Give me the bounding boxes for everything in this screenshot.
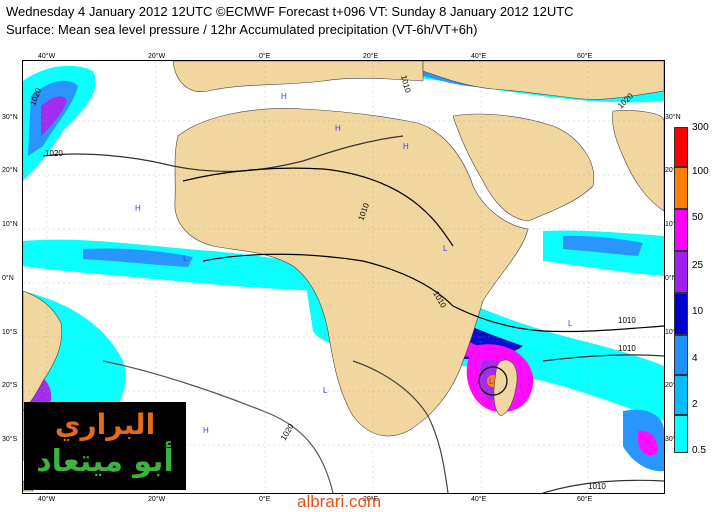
lat-tick-right: 20°N: [665, 167, 681, 174]
lat-tick-right: 10°N: [665, 221, 681, 228]
legend-swatch: [674, 167, 688, 209]
lon-tick-top: 20°W: [148, 53, 166, 60]
isobar-1010-south: [352, 360, 449, 493]
low-marker: L: [323, 386, 328, 395]
lon-tick-bottom: 60°E: [577, 496, 593, 503]
lat-tick-right: 30°S: [665, 436, 681, 443]
lat-tick-left: 0°N: [2, 275, 14, 282]
precip-se-corner-peak: [638, 430, 658, 456]
lon-tick-bottom: 0°E: [259, 496, 271, 503]
lon-tick-bottom: 40°W: [38, 496, 56, 503]
low-marker: L: [489, 377, 494, 386]
isobar-1010-sahara: [182, 167, 454, 247]
isobar-value: 1010: [618, 344, 636, 353]
lon-tick-top: 40°W: [38, 53, 56, 60]
legend-label: 300: [692, 122, 709, 133]
precip-legend: [674, 127, 688, 453]
precip-indian-ocean-core: [563, 235, 643, 256]
legend-label: 50: [692, 212, 704, 223]
land-africa: [174, 108, 529, 437]
lat-tick-left: 30°N: [2, 114, 18, 121]
legend-swatch: [674, 335, 688, 375]
isobar-1010-east: [452, 305, 664, 333]
lat-tick-left: 10°S: [2, 329, 18, 336]
lat-tick-left: 20°N: [2, 167, 18, 174]
isobar-1010-se: [542, 354, 664, 362]
land-arabia: [452, 113, 595, 222]
land-layer: [23, 61, 664, 492]
isobar-low-ring: [478, 366, 508, 396]
lon-tick-top: 0°E: [259, 53, 271, 60]
lat-tick-right: 0°N: [665, 275, 677, 282]
legend-swatch: [674, 293, 688, 335]
forecast-title: Wednesday 4 January 2012 12UTC ©ECMWF Fo…: [6, 4, 574, 19]
isobar-1010-bottom: [542, 479, 664, 493]
forecast-subtitle: Surface: Mean sea level pressure / 12hr …: [6, 22, 478, 37]
isobar-value: 1010: [618, 316, 636, 325]
lat-tick-right: 10°S: [665, 329, 681, 336]
lat-tick-right: 20°S: [665, 382, 681, 389]
land-middle-east: [422, 61, 664, 100]
high-marker: H: [281, 92, 287, 101]
lon-tick-bottom: 40°E: [471, 496, 487, 503]
legend-label: 4: [692, 353, 698, 364]
legend-swatch: [674, 375, 688, 415]
site-url[interactable]: albrari.com: [297, 492, 382, 511]
high-marker: H: [403, 142, 409, 151]
legend-swatch: [674, 415, 688, 453]
lat-tick-right: 30°N: [665, 114, 681, 121]
low-marker: L: [568, 319, 573, 328]
lon-tick-top: 40°E: [471, 53, 487, 60]
logo-text-top: البراري: [54, 408, 156, 441]
legend-swatch: [674, 209, 688, 251]
lat-tick-left: 20°S: [2, 382, 18, 389]
isobar-value: 1020: [279, 422, 296, 442]
isobar-value: 1020: [45, 149, 63, 158]
low-marker: L: [443, 244, 448, 253]
albrari-logo: البراري أبو ميتعاد: [24, 402, 186, 490]
lon-tick-bottom: 20°W: [148, 496, 166, 503]
lat-tick-left: 30°S: [2, 436, 18, 443]
high-marker: H: [135, 204, 141, 213]
isobar-1020-south: [102, 360, 334, 493]
pressure-centers: H H H H H L L L L L: [135, 92, 573, 435]
isobar-layer: [42, 135, 664, 493]
lon-tick-bottom: 20°E: [363, 496, 379, 503]
legend-swatch: [674, 251, 688, 293]
land-india: [612, 110, 664, 212]
lon-tick-top: 60°E: [577, 53, 593, 60]
lon-tick-top: 20°E: [363, 53, 379, 60]
lat-tick-left: 10°N: [2, 221, 18, 228]
precip-indian-ocean: [543, 230, 664, 276]
legend-label: 10: [692, 306, 704, 317]
isobar-1010-equator: [202, 253, 454, 307]
logo-text-bottom: أبو ميتعاد: [36, 444, 174, 479]
map-canvas: 1020 1020 1010 1010 1010 1010 1010 1020 …: [23, 61, 664, 493]
legend-swatch: [674, 127, 688, 167]
precip-atlantic-nw-peak: [41, 96, 67, 136]
isobar-value: 1010: [588, 482, 606, 491]
land-iberia-europe: [172, 61, 424, 92]
legend-label: 100: [692, 166, 709, 177]
low-marker: L: [183, 254, 188, 263]
legend-label: 2: [692, 399, 698, 410]
high-marker: H: [335, 124, 341, 133]
high-marker: H: [203, 426, 209, 435]
legend-label: 0.5: [692, 445, 706, 456]
legend-label: 25: [692, 260, 704, 271]
precip-itcz-atlantic-core: [83, 248, 193, 267]
